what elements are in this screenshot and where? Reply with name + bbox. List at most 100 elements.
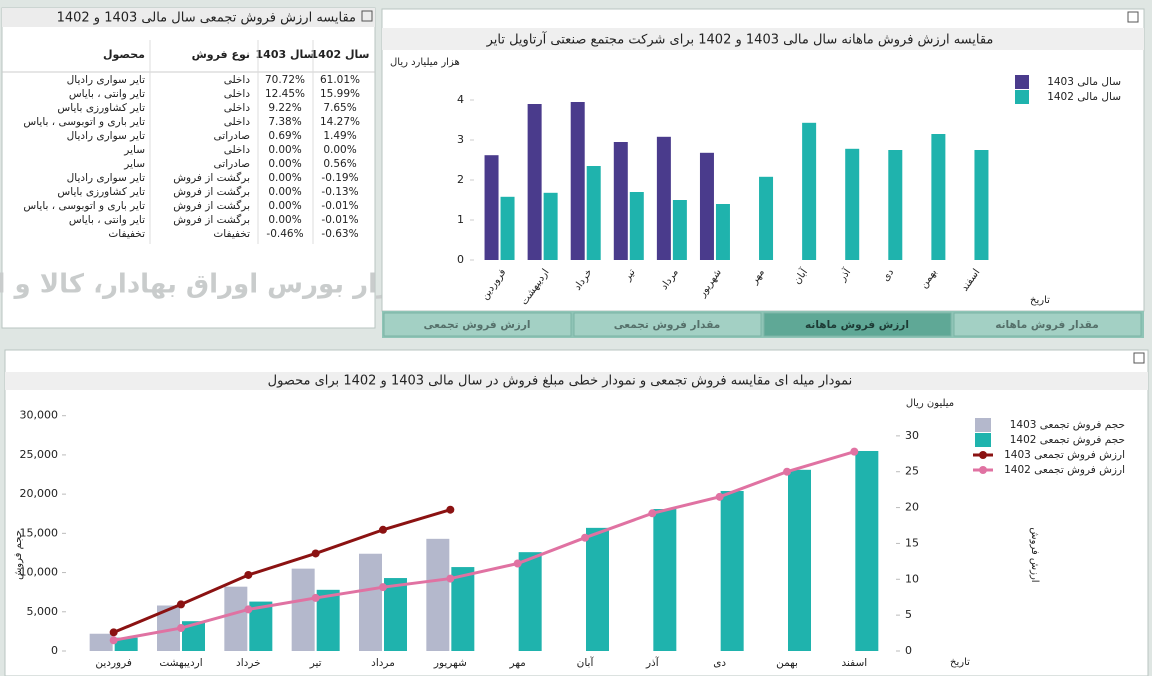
- table-cell: -0.63%: [321, 228, 358, 240]
- x-tick-label: اردیبهشت: [159, 657, 202, 669]
- point: [379, 525, 387, 534]
- legend-swatch: [1015, 75, 1029, 89]
- y2-axis-unit: میلیون ریال: [906, 398, 954, 409]
- legend-label: حجم فروش تجمعی 1403: [1010, 419, 1125, 431]
- bar: [291, 568, 315, 651]
- y2-axis-label: ارزش فروش: [1029, 527, 1040, 582]
- table-cell: 14.27%: [320, 116, 360, 128]
- table-cell: تایر سواری رادیال: [67, 172, 145, 184]
- y-tick-label: 1: [457, 213, 464, 226]
- point: [177, 600, 185, 609]
- y-tick-label: 30,000: [20, 409, 59, 422]
- column-header: محصول: [103, 48, 145, 61]
- table-cell: -0.46%: [266, 228, 303, 240]
- table-cell: تایر باری و اتوبوسی ، بایاس: [23, 116, 145, 128]
- table-cell: تایر وانتی ، بایاس: [69, 214, 145, 226]
- y2-tick-label: 10: [905, 572, 919, 585]
- table-cell: تایر باری و اتوبوسی ، بایاس: [23, 200, 145, 212]
- y2-tick-label: 25: [905, 465, 919, 478]
- y2-tick-label: 0: [905, 644, 912, 657]
- table-cell: تایر سواری رادیال: [67, 74, 145, 86]
- legend-label: ارزش فروش تجمعی 1403: [1004, 449, 1125, 461]
- legend-swatch: [975, 418, 991, 432]
- maximize-icon[interactable]: [361, 10, 373, 22]
- point: [311, 593, 320, 602]
- tab-label[interactable]: ارزش فروش ماهانه: [805, 319, 909, 331]
- y-tick-label: 3: [457, 133, 464, 146]
- bar: [888, 150, 903, 260]
- tab-label[interactable]: مقدار فروش ماهانه: [995, 319, 1098, 331]
- bar: [527, 104, 542, 260]
- x-tick-label: شهریور: [433, 657, 467, 669]
- bar: [586, 166, 601, 260]
- bar: [384, 578, 407, 651]
- bar: [931, 134, 946, 260]
- table-cell: داخلی: [224, 88, 251, 100]
- bar: [89, 633, 113, 651]
- bar: [974, 150, 989, 260]
- tab[interactable]: [953, 312, 1142, 337]
- table-cell: 0.00%: [268, 158, 301, 170]
- bar: [182, 621, 205, 651]
- table-cell: 0.00%: [268, 200, 301, 212]
- legend-swatch: [1015, 90, 1029, 104]
- tab-label[interactable]: ارزش فروش تجمعی: [423, 319, 530, 331]
- bar: [653, 509, 677, 651]
- tab-label[interactable]: مقدار فروش تجمعی: [614, 319, 721, 331]
- table-cell: -0.13%: [321, 186, 358, 198]
- y-axis-label: حجم فروش: [13, 530, 24, 580]
- chart-title: مقایسه ارزش فروش ماهانه سال مالی 1403 و …: [486, 31, 994, 48]
- bar: [802, 122, 817, 260]
- y-tick-label: 10,000: [20, 566, 59, 579]
- legend-label: سال مالی 1402: [1047, 91, 1121, 103]
- y2-tick-label: 5: [905, 608, 912, 621]
- bar: [845, 148, 860, 260]
- table-cell: 12.45%: [265, 88, 305, 100]
- y-tick-label: 15,000: [20, 526, 59, 539]
- tab[interactable]: [573, 312, 762, 337]
- y-tick-label: 20,000: [20, 487, 59, 500]
- column-header: سال 1402: [311, 48, 370, 61]
- y2-tick-label: 15: [905, 536, 919, 549]
- y2-tick-label: 20: [905, 501, 919, 514]
- bar: [359, 553, 382, 651]
- point: [850, 447, 859, 456]
- bar: [613, 142, 628, 260]
- legend-label: سال مالی 1403: [1047, 76, 1121, 88]
- point: [244, 605, 253, 614]
- line: [113, 450, 855, 642]
- maximize-icon[interactable]: [1127, 11, 1139, 23]
- table-cell: تایر سواری رادیال: [67, 130, 145, 142]
- chart-title: نمودار میله ای مقایسه فروش تجمعی و نمودا…: [268, 374, 853, 389]
- table-cell: داخلی: [224, 102, 251, 114]
- table-cell: 7.38%: [268, 116, 301, 128]
- maximize-icon[interactable]: [1133, 352, 1145, 364]
- table-cell: برگشت از فروش: [173, 213, 250, 226]
- x-tick-label: مرداد: [371, 657, 395, 669]
- line: [113, 508, 451, 634]
- bar: [759, 176, 774, 260]
- x-axis-label: تاریخ: [950, 657, 970, 668]
- table-cell: 0.00%: [323, 144, 356, 156]
- point: [783, 467, 791, 476]
- column-header: سال 1403: [256, 48, 315, 61]
- bar: [629, 192, 644, 260]
- y-tick-label: 25,000: [20, 448, 59, 461]
- legend-swatch: [979, 466, 987, 474]
- table-cell: تایر وانتی ، بایاس: [69, 88, 145, 100]
- watermark: کارگزار بورس اوراق بهادار، کالا و انرژی: [0, 269, 449, 300]
- tab[interactable]: [763, 312, 952, 337]
- bar: [672, 200, 687, 260]
- legend-label: ارزش فروش تجمعی 1402: [1004, 464, 1125, 476]
- table-cell: -0.01%: [321, 214, 358, 226]
- point: [715, 492, 724, 501]
- bar: [451, 567, 475, 651]
- bar: [715, 204, 730, 260]
- bar: [570, 102, 585, 260]
- bar: [484, 155, 499, 260]
- tab[interactable]: [383, 312, 572, 337]
- legend-swatch: [975, 433, 991, 447]
- bar: [224, 586, 248, 651]
- y2-tick-label: 30: [905, 429, 919, 442]
- legend-swatch: [979, 451, 987, 459]
